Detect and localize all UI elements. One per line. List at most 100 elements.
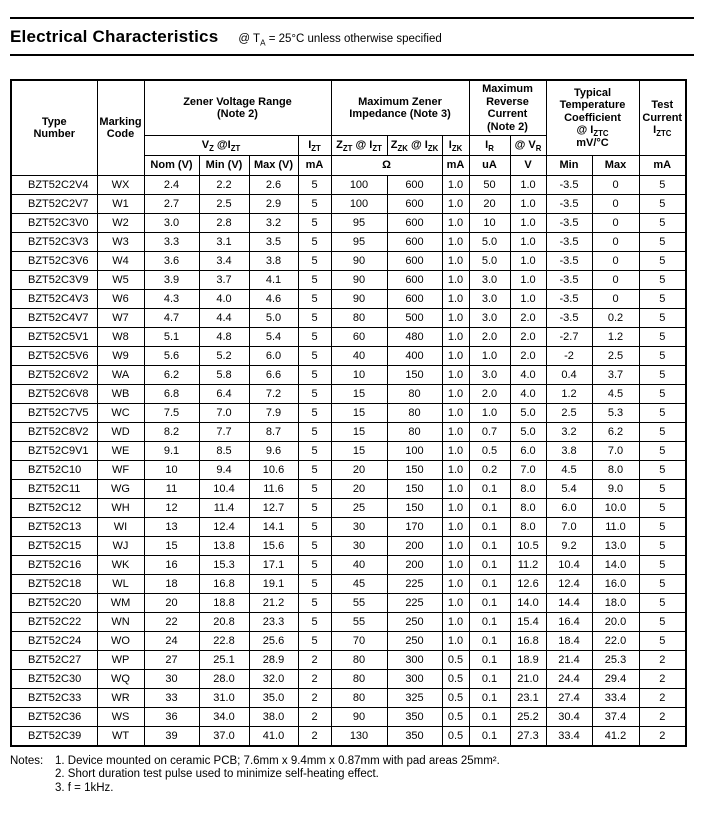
cell-vz-min: 7.7 (198, 422, 250, 443)
cell-vz-nom: 3.0 (143, 213, 200, 234)
cell-izk-ma: 1.0 (441, 441, 470, 462)
cell-vz-min: 5.2 (198, 346, 250, 367)
cell-iztc-ma: 2 (638, 669, 687, 690)
cell-izt-ma: 5 (297, 270, 332, 291)
cell-vr-v: 8.0 (509, 517, 547, 538)
cell-vz-nom: 39 (143, 726, 200, 747)
header-type-number: Type Number (10, 79, 98, 177)
cell-marking-code: W8 (96, 327, 145, 348)
cell-vz-max: 8.7 (248, 422, 299, 443)
cell-izt-ma: 5 (297, 384, 332, 405)
cell-ir-ua: 0.1 (468, 517, 511, 538)
cell-vr-v: 2.0 (509, 327, 547, 348)
cell-izk-ma: 1.0 (441, 384, 470, 405)
cell-izk-ma: 1.0 (441, 479, 470, 500)
cell-zzk-ohm: 80 (386, 384, 443, 405)
table-row: BZT52C20 WM 20 18.8 21.2 5 55 225 1.0 0.1 14.0 14.4… (10, 593, 687, 614)
cell-tc-max: 14.0 (591, 555, 640, 576)
table-row: BZT52C12 WH 12 11.4 12.7 5 25 150 1.0 0.1 8.0 6.0 10… (10, 498, 687, 519)
cell-marking-code: WX (96, 175, 145, 196)
cell-izk-ma: 1.0 (441, 517, 470, 538)
table-header: Type Number Marking Code Zener Voltage Ran… (10, 79, 687, 177)
header-ir: IR (468, 135, 511, 157)
cell-vz-min: 9.4 (198, 460, 250, 481)
cell-tc-min: 6.0 (545, 498, 593, 519)
cell-zzt-ohm: 10 (330, 365, 388, 386)
cell-type-number: BZT52C36 (10, 707, 98, 728)
cell-tc-max: 13.0 (591, 536, 640, 557)
cell-tc-max: 16.0 (591, 574, 640, 595)
cell-izt-ma: 5 (297, 612, 332, 633)
cell-marking-code: WR (96, 688, 145, 709)
cell-ir-ua: 0.1 (468, 726, 511, 747)
cell-vz-nom: 6.2 (143, 365, 200, 386)
cell-vz-max: 3.2 (248, 213, 299, 234)
header-tc-min: Min (545, 155, 593, 177)
cell-izt-ma: 5 (297, 213, 332, 234)
cell-izk-ma: 1.0 (441, 631, 470, 652)
header-zzk-at-izk: ZZK @ IZK (386, 135, 443, 157)
header-group-zener-voltage-range: Zener Voltage Range (Note 2) (143, 79, 332, 137)
cell-vz-nom: 15 (143, 536, 200, 557)
cell-tc-max: 0 (591, 270, 640, 291)
cell-vz-max: 2.6 (248, 175, 299, 196)
cell-izt-ma: 2 (297, 650, 332, 671)
cell-ir-ua: 0.1 (468, 536, 511, 557)
cell-tc-min: -3.5 (545, 251, 593, 272)
cell-zzt-ohm: 40 (330, 555, 388, 576)
section-header: Electrical Characteristics @ TA = 25°C u… (10, 27, 694, 47)
cell-marking-code: W2 (96, 213, 145, 234)
cell-izt-ma: 5 (297, 175, 332, 196)
cell-vz-nom: 36 (143, 707, 200, 728)
cell-izt-ma: 5 (297, 631, 332, 652)
cell-izt-ma: 5 (297, 403, 332, 424)
cell-zzk-ohm: 300 (386, 669, 443, 690)
cell-vr-v: 27.3 (509, 726, 547, 747)
cell-type-number: BZT52C4V7 (10, 308, 98, 329)
cell-vz-min: 20.8 (198, 612, 250, 633)
table-row: BZT52C7V5 WC 7.5 7.0 7.9 5 15 80 1.0 1.0 5.0 2.5 5.3… (10, 403, 687, 424)
cell-tc-min: 30.4 (545, 707, 593, 728)
cell-type-number: BZT52C7V5 (10, 403, 98, 424)
cell-tc-min: 7.0 (545, 517, 593, 538)
note-item: 1. Device mounted on ceramic PCB; 7.6mm … (55, 754, 500, 767)
cell-zzk-ohm: 200 (386, 555, 443, 576)
cell-marking-code: WE (96, 441, 145, 462)
cell-iztc-ma: 2 (638, 688, 687, 709)
cell-ir-ua: 0.5 (468, 441, 511, 462)
cell-izt-ma: 2 (297, 707, 332, 728)
cell-ir-ua: 0.1 (468, 631, 511, 652)
cell-type-number: BZT52C16 (10, 555, 98, 576)
cell-ir-ua: 3.0 (468, 289, 511, 310)
table-row: BZT52C39 WT 39 37.0 41.0 2 130 350 0.5 0.1 27.3 33.… (10, 726, 687, 747)
cell-vr-v: 4.0 (509, 365, 547, 386)
cell-vz-nom: 20 (143, 593, 200, 614)
cell-vz-nom: 4.3 (143, 289, 200, 310)
cell-vz-max: 25.6 (248, 631, 299, 652)
cell-ir-ua: 2.0 (468, 384, 511, 405)
cell-tc-min: 9.2 (545, 536, 593, 557)
header-izt: IZT (297, 135, 332, 157)
cell-type-number: BZT52C2V4 (10, 175, 98, 196)
cell-vz-nom: 22 (143, 612, 200, 633)
cell-zzt-ohm: 55 (330, 612, 388, 633)
cell-vz-max: 4.6 (248, 289, 299, 310)
cell-zzk-ohm: 300 (386, 650, 443, 671)
cell-zzt-ohm: 20 (330, 479, 388, 500)
cell-vz-nom: 6.8 (143, 384, 200, 405)
cell-izk-ma: 1.0 (441, 498, 470, 519)
cell-zzt-ohm: 80 (330, 308, 388, 329)
note-item: 2. Short duration test pulse used to min… (55, 768, 379, 781)
cell-vr-v: 5.0 (509, 422, 547, 443)
table-row: BZT52C3V0 W2 3.0 2.8 3.2 5 95 600 1.0 10 1.0 -3.5 0 5 (10, 213, 687, 234)
cell-tc-max: 9.0 (591, 479, 640, 500)
cell-vz-max: 21.2 (248, 593, 299, 614)
cell-iztc-ma: 5 (638, 460, 687, 481)
cell-ir-ua: 0.1 (468, 707, 511, 728)
cell-zzk-ohm: 600 (386, 270, 443, 291)
cell-iztc-ma: 2 (638, 707, 687, 728)
cell-zzk-ohm: 80 (386, 403, 443, 424)
cell-zzk-ohm: 325 (386, 688, 443, 709)
cell-tc-min: -3.5 (545, 308, 593, 329)
table-row: BZT52C6V8 WB 6.8 6.4 7.2 5 15 80 1.0 2.0 4.0 1.2 4.5… (10, 384, 687, 405)
